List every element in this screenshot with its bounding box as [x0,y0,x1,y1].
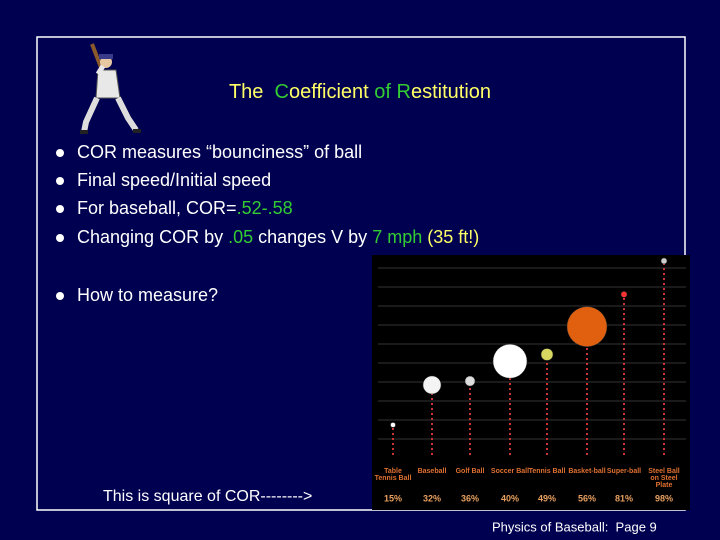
bullet-text: COR measures “bounciness” of ball [77,142,362,162]
category-label: Tennis Ball [528,468,566,475]
bullet-segment: 7 mph [372,227,422,247]
ball [390,422,396,428]
ball [492,343,528,379]
ball [464,375,476,387]
category-label: Table Tennis Ball [374,468,412,482]
value-label: 81% [615,493,633,503]
ball [620,291,628,298]
ball [660,257,668,265]
category-label: Steel Ball on Steel Plate [648,468,680,489]
bullet-segment: (35 ft!) [422,227,479,247]
value-label: 49% [538,493,556,503]
value-label: 15% [384,493,402,503]
bullet-dot [56,234,64,242]
bullet-segment: Changing COR by [77,227,228,247]
bullet-dot [56,149,64,157]
category-label: Golf Ball [455,468,485,475]
bullet-dot [56,177,64,185]
value-label: 98% [655,493,673,503]
bullet-segment: Final speed/Initial speed [77,170,271,190]
category-label: Soccer Ball [490,468,530,475]
bullet-segment: How to measure? [77,285,218,305]
bullet-segment: COR measures “bounciness” of ball [77,142,362,162]
slide-title: The Coefficient of Restitution [229,81,491,103]
ball [422,375,442,395]
bullet-segment: .05 [228,227,253,247]
bullet-text: Final speed/Initial speed [77,170,271,190]
bullet-dot [56,292,64,300]
title-segment: oefficient [289,81,374,103]
bullet-text: Changing COR by .05 changes V by 7 mph (… [77,227,479,247]
title-segment: of [374,81,396,103]
bullet-segment: changes V by [253,227,372,247]
category-label: Basket-ball [568,468,606,475]
category-label: Baseball [417,468,447,475]
category-label: Super-ball [606,468,642,475]
value-label: 56% [578,493,596,503]
bullet-text: How to measure? [77,285,218,305]
footer: Physics of Baseball: Page 9 [492,519,657,534]
value-label: 40% [501,493,519,503]
bullet-text: For baseball, COR=.52-.58 [77,198,293,218]
title-segment: estitution [411,81,491,103]
title-segment: C [275,81,289,103]
bullet-segment: For baseball, COR= [77,198,237,218]
bullet-dot [56,205,64,213]
ball [566,306,608,347]
ball [540,348,554,361]
value-label: 32% [423,493,441,503]
title-segment: R [397,81,411,103]
batter-clipart [80,43,141,134]
value-label: 36% [461,493,479,503]
title-segment: The [229,81,275,103]
bullet-segment: .52-.58 [237,198,293,218]
caption: This is square of COR--------> [103,488,312,505]
